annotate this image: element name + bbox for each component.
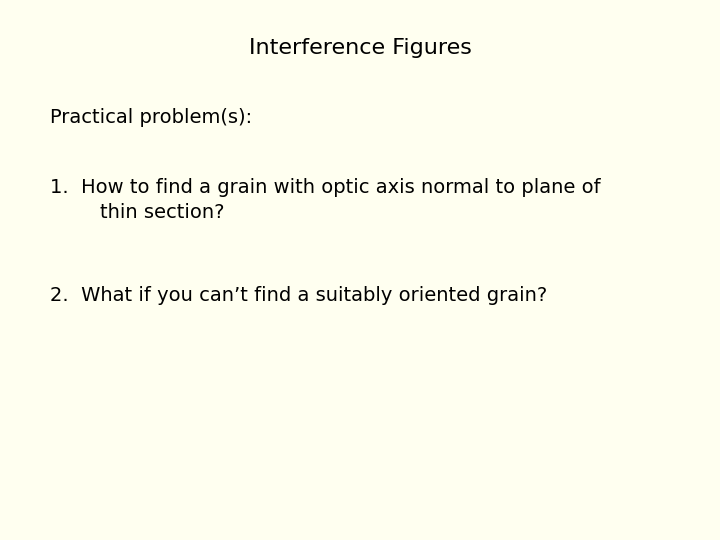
Text: Interference Figures: Interference Figures bbox=[248, 38, 472, 58]
Text: 1.  How to find a grain with optic axis normal to plane of
        thin section?: 1. How to find a grain with optic axis n… bbox=[50, 178, 601, 222]
Text: Practical problem(s):: Practical problem(s): bbox=[50, 108, 253, 127]
Text: 2.  What if you can’t find a suitably oriented grain?: 2. What if you can’t find a suitably ori… bbox=[50, 286, 548, 305]
